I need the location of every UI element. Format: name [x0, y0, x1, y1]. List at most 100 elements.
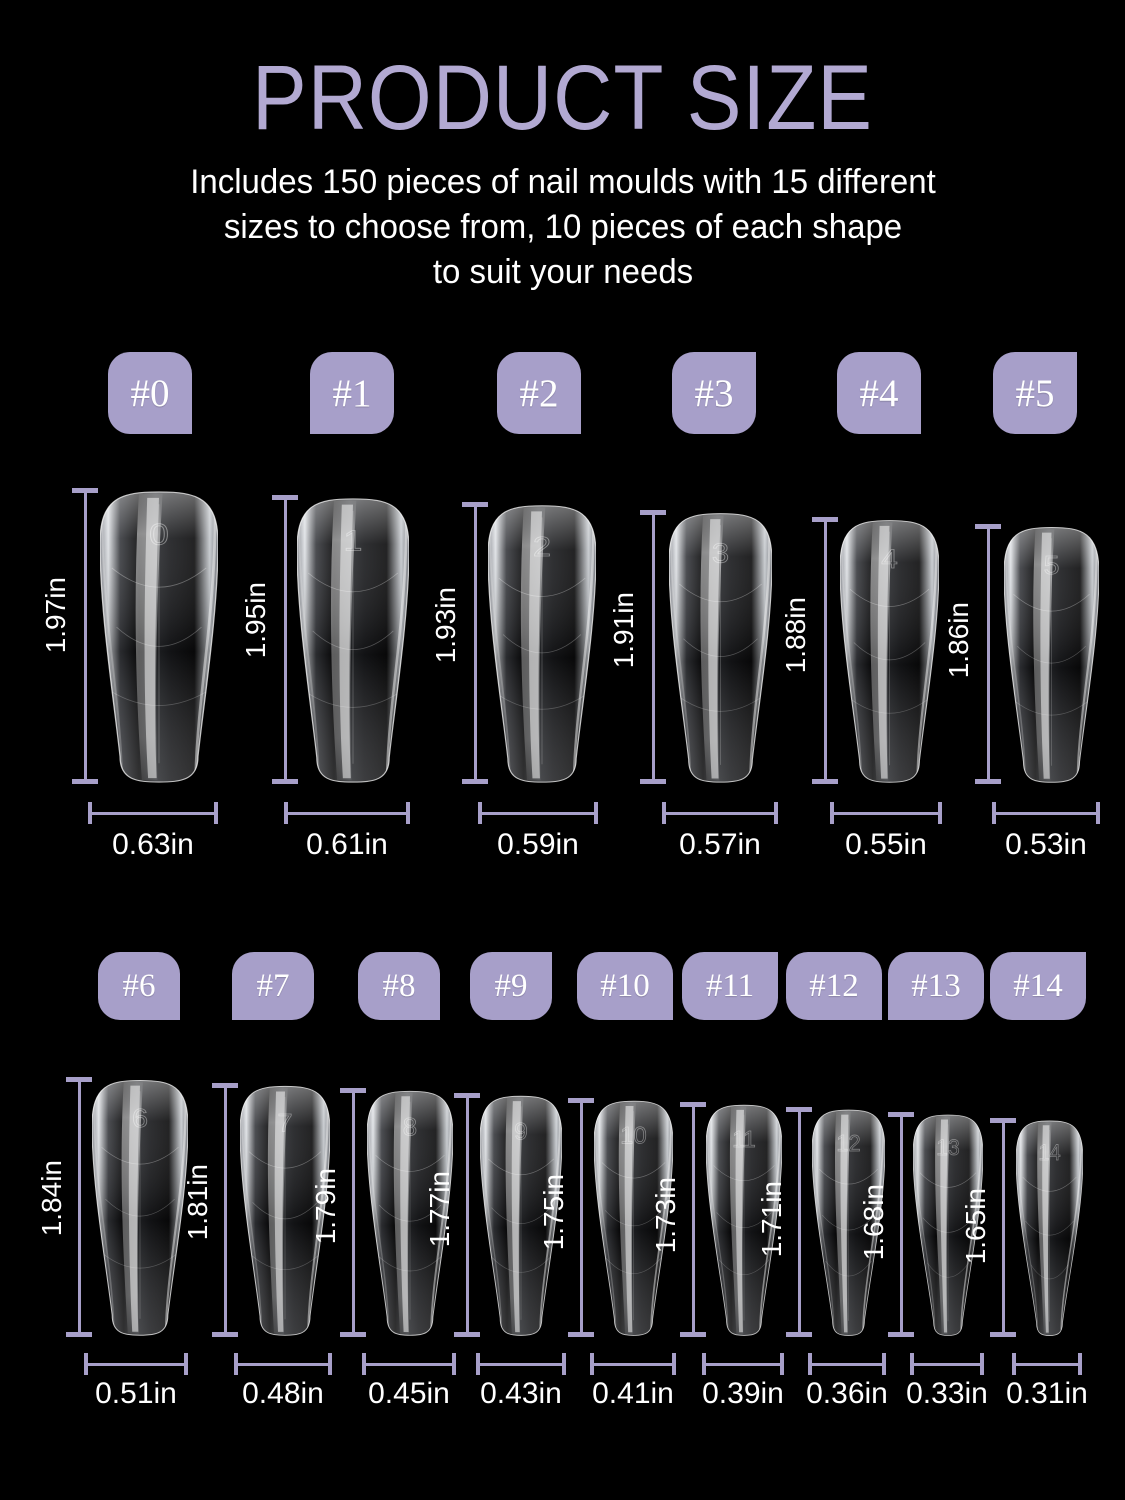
length-label-4: 1.88in — [780, 597, 811, 674]
width-dimension-line-7 — [234, 1353, 332, 1375]
svg-text:10: 10 — [620, 1123, 646, 1150]
nail-mould-2: 2 — [488, 502, 596, 784]
width-label-12: 0.36in — [806, 1377, 888, 1410]
width-dimension-line-0 — [88, 802, 218, 824]
nail-mould-4: 4 — [840, 517, 939, 784]
width-label-2: 0.59in — [497, 828, 579, 861]
nail-mould-13: 13 — [913, 1112, 983, 1337]
svg-text:8: 8 — [403, 1114, 417, 1141]
svg-text:3: 3 — [712, 539, 729, 569]
svg-text:14: 14 — [1038, 1141, 1061, 1165]
width-label-8: 0.45in — [368, 1377, 450, 1410]
subtitle-line-2: sizes to choose from, 10 pieces of each … — [223, 208, 902, 247]
size-badge-2: #2 — [497, 352, 581, 434]
size-badge-1: #1 — [310, 352, 394, 434]
width-dimension-line-3 — [662, 802, 778, 824]
length-label-2: 1.93in — [430, 586, 461, 663]
size-badge-13: #13 — [888, 952, 984, 1020]
width-label-5: 0.53in — [1005, 828, 1087, 861]
width-label-11: 0.39in — [702, 1377, 784, 1410]
width-label-13: 0.33in — [906, 1377, 988, 1410]
width-dimension-line-8 — [362, 1353, 456, 1375]
size-row-2: #6 — [0, 952, 1125, 1452]
nail-mould-14: 14 — [1016, 1118, 1083, 1337]
width-label-7: 0.48in — [242, 1377, 324, 1410]
length-label-12: 1.71in — [756, 1180, 787, 1257]
width-dimension-line-13 — [910, 1353, 984, 1375]
nail-mould-5: 5 — [1004, 524, 1099, 784]
length-dimension-line-7 — [212, 1083, 238, 1337]
width-dimension-line-2 — [478, 802, 598, 824]
length-dimension-line-14 — [990, 1118, 1016, 1337]
svg-text:2: 2 — [533, 532, 551, 563]
nail-mould-9: 9 — [480, 1093, 562, 1337]
svg-text:13: 13 — [936, 1134, 959, 1160]
svg-text:7: 7 — [277, 1108, 292, 1137]
svg-text:5: 5 — [1044, 550, 1060, 580]
length-dimension-line-5 — [975, 524, 1001, 784]
subtitle-line-3: to suit your needs — [432, 253, 693, 292]
nail-mould-10: 10 — [594, 1098, 673, 1337]
width-dimension-line-6 — [84, 1353, 188, 1375]
length-dimension-line-2 — [462, 502, 488, 784]
size-badge-3: #3 — [672, 352, 756, 434]
size-badge-5: #5 — [993, 352, 1077, 434]
size-badge-4: #4 — [837, 352, 921, 434]
size-badge-12: #12 — [786, 952, 882, 1020]
size-badge-10: #10 — [577, 952, 673, 1020]
length-dimension-line-4 — [812, 517, 838, 784]
width-dimension-line-14 — [1012, 1353, 1082, 1375]
width-label-0: 0.63in — [112, 828, 194, 861]
page-subtitle: Includes 150 pieces of nail moulds with … — [97, 160, 1028, 296]
nail-mould-11: 11 — [706, 1102, 782, 1337]
nail-mould-6: 6 — [92, 1077, 188, 1337]
size-badge-11: #11 — [682, 952, 778, 1020]
length-label-8: 1.79in — [310, 1167, 341, 1244]
width-dimension-line-12 — [808, 1353, 886, 1375]
length-label-13: 1.68in — [858, 1184, 889, 1261]
nail-mould-12: 12 — [812, 1107, 885, 1337]
svg-text:12: 12 — [836, 1131, 860, 1157]
length-dimension-line-1 — [272, 495, 298, 784]
length-label-3: 1.91in — [608, 592, 639, 669]
svg-text:1: 1 — [344, 525, 363, 557]
width-dimension-line-10 — [590, 1353, 676, 1375]
length-label-9: 1.77in — [424, 1171, 455, 1248]
width-dimension-line-5 — [992, 802, 1100, 824]
subtitle-line-1: Includes 150 pieces of nail moulds with … — [189, 163, 936, 201]
size-badge-14: #14 — [990, 952, 1086, 1020]
length-dimension-line-12 — [786, 1107, 812, 1337]
size-badge-6: #6 — [98, 952, 180, 1020]
width-label-10: 0.41in — [592, 1377, 674, 1410]
size-badge-7: #7 — [232, 952, 314, 1020]
width-label-6: 0.51in — [95, 1377, 177, 1410]
length-label-14: 1.65in — [960, 1188, 991, 1265]
length-dimension-line-3 — [640, 510, 666, 784]
length-dimension-line-8 — [340, 1088, 366, 1337]
length-dimension-line-0 — [72, 488, 98, 784]
nail-mould-0: 0 — [100, 488, 218, 784]
length-dimension-line-13 — [888, 1112, 914, 1337]
length-label-5: 1.86in — [943, 602, 974, 679]
length-label-1: 1.95in — [240, 581, 271, 658]
page-title: PRODUCT SIZE — [252, 47, 873, 150]
width-dimension-line-9 — [476, 1353, 566, 1375]
width-label-1: 0.61in — [306, 828, 388, 861]
width-dimension-line-11 — [702, 1353, 784, 1375]
length-label-10: 1.75in — [538, 1174, 569, 1251]
nail-mould-8: 8 — [367, 1088, 453, 1337]
width-dimension-line-1 — [284, 802, 410, 824]
length-dimension-line-10 — [568, 1098, 594, 1337]
svg-text:6: 6 — [132, 1103, 148, 1132]
length-dimension-line-9 — [454, 1093, 480, 1337]
length-label-11: 1.73in — [650, 1177, 681, 1254]
nail-mould-1: 1 — [297, 495, 409, 784]
size-badge-8: #8 — [358, 952, 440, 1020]
size-badge-0: #0 — [108, 352, 192, 434]
length-label-6: 1.84in — [36, 1160, 67, 1237]
width-label-3: 0.57in — [679, 828, 761, 861]
nail-mould-3: 3 — [669, 510, 772, 784]
size-badge-9: #9 — [470, 952, 552, 1020]
svg-text:11: 11 — [732, 1126, 756, 1152]
